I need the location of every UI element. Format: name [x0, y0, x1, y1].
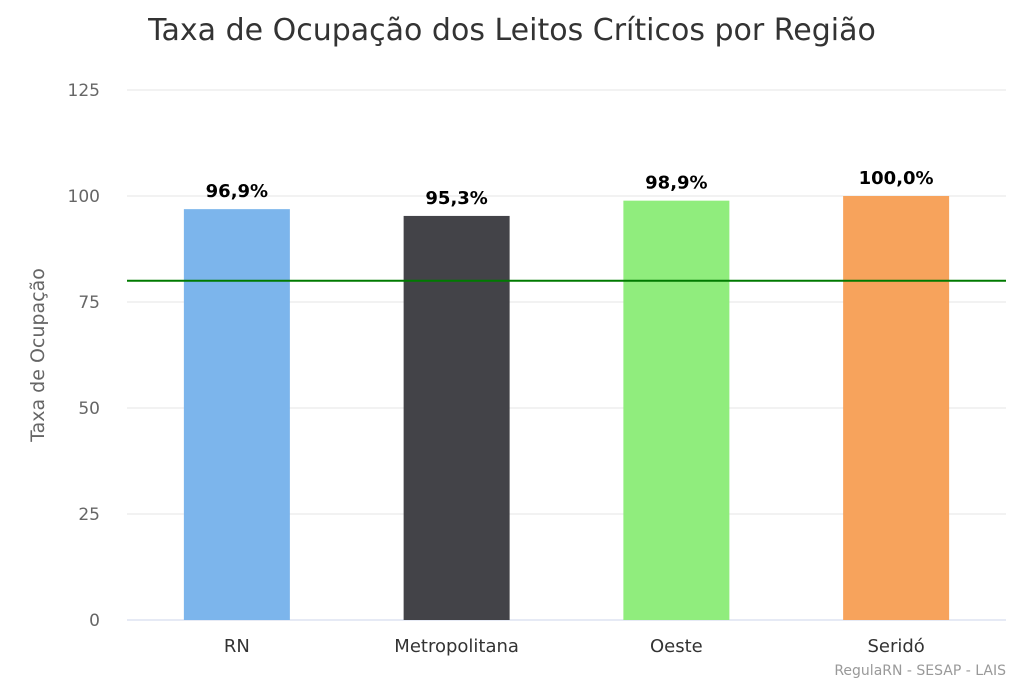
bar-series — [183, 196, 950, 621]
chart-title: Taxa de Ocupação dos Leitos Críticos por… — [147, 13, 876, 48]
y-axis-ticks: 0 25 50 75 100 125 — [68, 81, 100, 631]
bar-value-label: 96,9% — [206, 181, 268, 202]
y-tick-label: 100 — [68, 187, 100, 207]
bar-rn[interactable] — [183, 209, 290, 621]
bar-oeste[interactable] — [623, 200, 730, 620]
x-category-label: Oeste — [650, 636, 703, 657]
x-axis-categories: RN Metropolitana Oeste Seridó — [224, 636, 925, 657]
data-labels: 96,9% 95,3% 98,9% 100,0% — [206, 168, 934, 209]
y-tick-label: 75 — [78, 293, 100, 313]
y-tick-label: 0 — [89, 611, 100, 631]
y-tick-label: 125 — [68, 81, 100, 101]
y-tick-label: 50 — [78, 399, 100, 419]
x-category-label: Metropolitana — [394, 636, 519, 657]
bar-serid-[interactable] — [843, 196, 950, 620]
y-axis-title: Taxa de Ocupação — [27, 268, 49, 443]
bar-value-label: 100,0% — [859, 168, 934, 189]
bar-metropolitana[interactable] — [403, 215, 510, 621]
bar-value-label: 98,9% — [645, 173, 707, 194]
credits-text: RegulaRN - SESAP - LAIS — [834, 663, 1006, 679]
x-category-label: Seridó — [867, 636, 924, 657]
bar-value-label: 95,3% — [425, 188, 487, 209]
x-category-label: RN — [224, 636, 250, 657]
y-tick-label: 25 — [78, 505, 100, 525]
